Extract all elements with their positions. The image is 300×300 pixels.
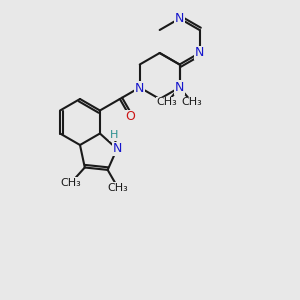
Text: N: N	[175, 12, 184, 25]
Text: CH₃: CH₃	[182, 98, 202, 107]
Text: CH₃: CH₃	[108, 183, 128, 193]
Text: N: N	[175, 81, 184, 94]
Text: CH₃: CH₃	[157, 98, 177, 107]
Text: H: H	[110, 130, 118, 140]
Text: N: N	[135, 82, 144, 95]
Text: N: N	[112, 142, 122, 155]
Text: CH₃: CH₃	[61, 178, 81, 188]
Text: O: O	[125, 110, 135, 123]
Text: N: N	[195, 46, 204, 59]
